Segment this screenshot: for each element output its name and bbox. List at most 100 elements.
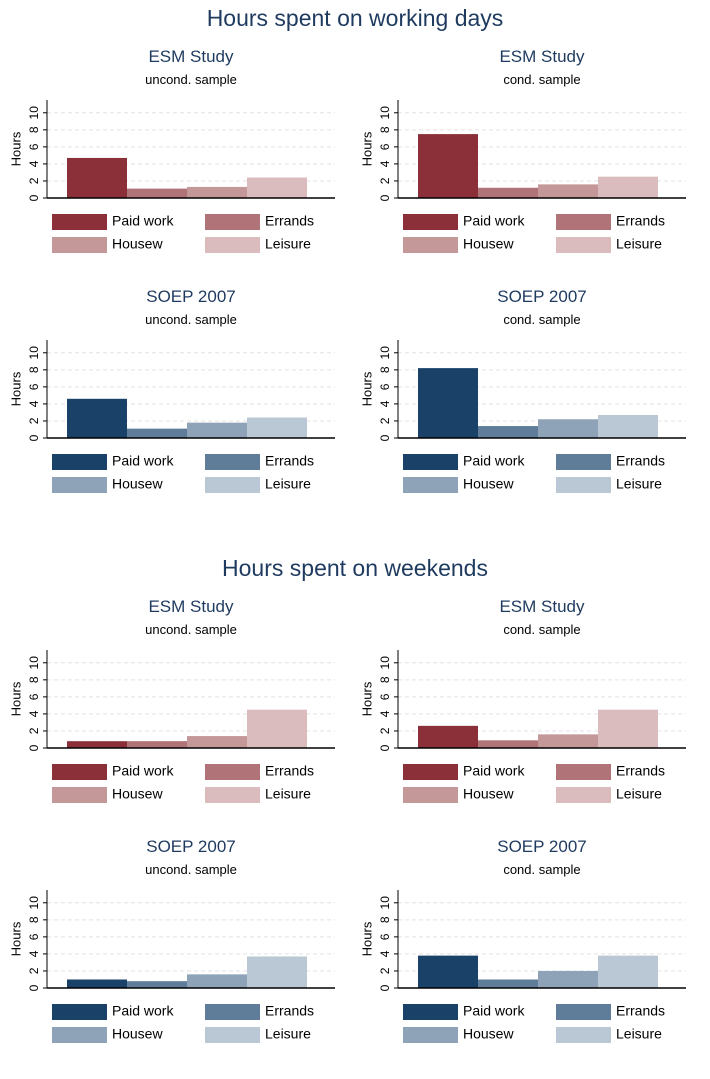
- bar: [67, 741, 127, 748]
- legend-swatch: [403, 1004, 458, 1020]
- section-heading: Hours spent on weekends: [222, 555, 488, 581]
- y-axis-label: Hours: [8, 131, 23, 166]
- legend-swatch: [403, 1027, 458, 1043]
- y-tick-label: 4: [27, 160, 41, 167]
- y-tick-label: 0: [27, 744, 41, 751]
- chart-subtitle: cond. sample: [503, 312, 580, 327]
- legend-label: Paid work: [112, 453, 174, 469]
- y-axis-label: Hours: [359, 681, 374, 716]
- chart-title: ESM Study: [499, 47, 585, 66]
- chart-subtitle: uncond. sample: [145, 622, 237, 637]
- legend-swatch: [556, 1004, 611, 1020]
- y-tick-label: 0: [378, 434, 392, 441]
- bar: [187, 186, 247, 198]
- y-tick-label: 10: [378, 106, 392, 120]
- y-tick-label: 4: [378, 400, 392, 407]
- y-tick-label: 0: [27, 984, 41, 991]
- legend-swatch: [403, 454, 458, 470]
- legend-label: Paid work: [112, 763, 174, 779]
- legend-label: Leisure: [265, 236, 311, 252]
- y-tick-label: 10: [27, 346, 41, 360]
- legend-label: Leisure: [265, 786, 311, 802]
- legend-label: Housew: [112, 1026, 163, 1042]
- y-axis-label: Hours: [359, 131, 374, 166]
- legend-swatch: [205, 477, 260, 493]
- legend-label: Errands: [265, 453, 314, 469]
- y-tick-label: 8: [27, 916, 41, 923]
- legend-swatch: [205, 454, 260, 470]
- legend-swatch: [403, 477, 458, 493]
- bar: [187, 422, 247, 438]
- bar: [418, 134, 478, 198]
- legend-label: Paid work: [463, 213, 525, 229]
- y-tick-label: 2: [378, 417, 392, 424]
- y-tick-label: 6: [378, 143, 392, 150]
- y-tick-label: 6: [27, 933, 41, 940]
- legend-swatch: [52, 1027, 107, 1043]
- y-tick-label: 4: [378, 950, 392, 957]
- legend-label: Leisure: [265, 1026, 311, 1042]
- legend-swatch: [403, 764, 458, 780]
- y-tick-label: 4: [378, 160, 392, 167]
- legend-swatch: [205, 237, 260, 253]
- legend-label: Leisure: [265, 476, 311, 492]
- y-tick-label: 10: [378, 656, 392, 670]
- legend-swatch: [52, 1004, 107, 1020]
- legend-swatch: [556, 787, 611, 803]
- legend-swatch: [205, 764, 260, 780]
- legend-label: Leisure: [616, 1026, 662, 1042]
- bar: [247, 709, 307, 748]
- y-tick-label: 8: [27, 676, 41, 683]
- y-tick-label: 10: [27, 656, 41, 670]
- legend-swatch: [52, 764, 107, 780]
- bar: [478, 187, 538, 198]
- legend-label: Leisure: [616, 786, 662, 802]
- bar: [538, 419, 598, 438]
- chart-subtitle: uncond. sample: [145, 862, 237, 877]
- y-tick-label: 4: [378, 710, 392, 717]
- y-tick-label: 0: [27, 194, 41, 201]
- legend-swatch: [205, 1004, 260, 1020]
- legend-swatch: [52, 214, 107, 230]
- chart-title: SOEP 2007: [497, 287, 586, 306]
- legend-label: Leisure: [616, 476, 662, 492]
- y-axis-label: Hours: [359, 371, 374, 406]
- chart-subtitle: uncond. sample: [145, 312, 237, 327]
- legend-label: Paid work: [463, 1003, 525, 1019]
- y-tick-label: 2: [27, 417, 41, 424]
- chart-subtitle: cond. sample: [503, 622, 580, 637]
- y-tick-label: 10: [378, 346, 392, 360]
- bar: [538, 184, 598, 198]
- y-tick-label: 2: [27, 967, 41, 974]
- y-tick-label: 10: [27, 896, 41, 910]
- legend-swatch: [403, 787, 458, 803]
- legend-swatch: [556, 1027, 611, 1043]
- legend-swatch: [403, 237, 458, 253]
- legend-swatch: [556, 764, 611, 780]
- legend-label: Errands: [265, 763, 314, 779]
- bar: [418, 955, 478, 988]
- legend-swatch: [52, 477, 107, 493]
- y-tick-label: 8: [378, 916, 392, 923]
- bar: [418, 725, 478, 748]
- y-tick-label: 2: [27, 727, 41, 734]
- y-tick-label: 2: [27, 177, 41, 184]
- y-tick-label: 8: [378, 126, 392, 133]
- bar: [478, 740, 538, 748]
- bar: [187, 736, 247, 748]
- y-axis-label: Hours: [8, 371, 23, 406]
- chart-subtitle: cond. sample: [503, 862, 580, 877]
- bar: [478, 426, 538, 438]
- y-axis-label: Hours: [359, 921, 374, 956]
- legend-label: Housew: [463, 236, 514, 252]
- bar: [67, 398, 127, 438]
- legend-swatch: [205, 787, 260, 803]
- chart-title: ESM Study: [148, 597, 234, 616]
- legend-swatch: [52, 454, 107, 470]
- bar: [418, 368, 478, 438]
- y-tick-label: 6: [27, 383, 41, 390]
- chart-title: ESM Study: [148, 47, 234, 66]
- bar: [67, 157, 127, 198]
- legend-label: Errands: [265, 213, 314, 229]
